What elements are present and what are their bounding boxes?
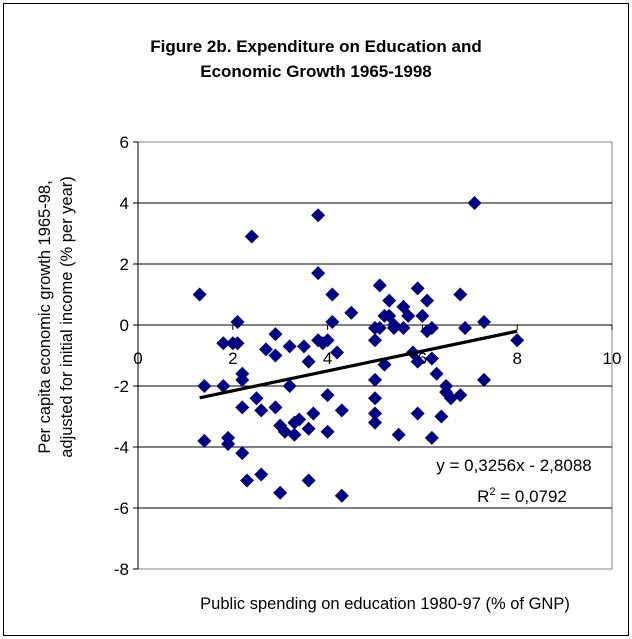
data-points — [192, 196, 525, 503]
data-point — [415, 308, 430, 323]
data-point — [301, 354, 316, 369]
data-point — [244, 229, 259, 244]
y-tick-label: -4 — [114, 438, 129, 457]
data-point — [424, 321, 439, 336]
data-point — [254, 467, 269, 482]
data-point — [221, 436, 236, 451]
trend-r-squared: R2 = 0,0792 — [477, 486, 567, 506]
y-tick-label: 4 — [120, 194, 129, 213]
data-point — [453, 287, 468, 302]
data-point — [287, 427, 302, 442]
data-point — [410, 281, 425, 296]
data-point — [368, 333, 382, 348]
data-point — [240, 473, 255, 488]
data-point — [467, 196, 482, 210]
data-point — [282, 379, 297, 393]
y-tick-label: 6 — [120, 133, 129, 152]
data-point — [429, 366, 444, 381]
data-point — [424, 351, 439, 366]
chart-title-line-1: Figure 2b. Expenditure on Education and — [150, 37, 482, 56]
x-tick-label: 0 — [133, 349, 142, 368]
data-point — [311, 266, 326, 281]
data-point — [382, 293, 397, 308]
data-point — [197, 433, 212, 448]
data-point — [372, 321, 387, 336]
y-tick-label: -2 — [114, 377, 129, 396]
data-point — [292, 412, 307, 427]
data-point — [420, 293, 435, 308]
x-tick-label: 2 — [228, 349, 237, 368]
data-point — [268, 400, 283, 415]
y-tick-label: 0 — [120, 316, 129, 335]
data-point — [368, 415, 382, 430]
y-tick-label: -8 — [114, 560, 129, 579]
data-point — [368, 372, 382, 387]
data-point — [325, 287, 340, 302]
data-point — [258, 342, 273, 357]
data-point — [334, 403, 349, 418]
data-point — [458, 321, 473, 336]
data-point — [254, 403, 269, 418]
data-point — [410, 354, 425, 369]
data-point — [249, 391, 264, 406]
data-point — [334, 488, 349, 503]
y-tick-labels: 6 4 2 0 -2 -4 -6 -8 — [114, 133, 129, 579]
data-point — [268, 327, 283, 342]
data-point — [386, 321, 401, 336]
data-point — [216, 336, 231, 351]
data-point — [235, 400, 250, 415]
x-tick-label: 6 — [418, 349, 427, 368]
data-point — [301, 421, 316, 436]
x-tick-label: 4 — [323, 349, 332, 368]
data-point — [282, 339, 297, 354]
data-point — [306, 406, 321, 421]
data-point — [311, 208, 326, 223]
data-point — [410, 406, 425, 421]
x-tick-label: 10 — [603, 349, 622, 368]
data-point — [268, 348, 283, 363]
trend-equation: y = 0,3256x - 2,8088 — [436, 456, 591, 475]
data-point — [273, 485, 288, 500]
data-point — [301, 473, 316, 488]
data-point — [368, 391, 382, 406]
data-point — [230, 314, 245, 329]
data-point — [372, 278, 387, 293]
data-point — [325, 314, 340, 329]
data-point — [320, 424, 335, 439]
y-tick-label: 2 — [120, 255, 129, 274]
data-point — [434, 409, 449, 424]
data-point — [510, 333, 525, 348]
data-point — [477, 372, 492, 387]
data-point — [230, 336, 245, 351]
data-point — [235, 372, 250, 387]
data-point — [401, 308, 416, 323]
data-point — [424, 430, 439, 445]
chart-title: Figure 2b. Expenditure on Education and … — [0, 34, 632, 84]
data-point — [453, 388, 468, 403]
data-point — [192, 287, 207, 302]
data-point — [391, 427, 406, 442]
x-axis-label: Public spending on education 1980-97 (% … — [200, 595, 570, 613]
chart-title-line-2: Economic Growth 1965-1998 — [200, 62, 432, 81]
data-point — [320, 388, 335, 403]
plot-area — [137, 141, 613, 570]
x-tick-labels: 0 2 4 6 8 10 — [133, 349, 621, 368]
data-point — [477, 314, 492, 329]
data-point — [320, 333, 335, 348]
data-point — [368, 406, 382, 421]
data-point — [330, 345, 345, 360]
data-point — [296, 339, 311, 354]
trend-line — [199, 329, 518, 400]
data-point — [197, 379, 212, 393]
data-point — [396, 321, 411, 336]
data-point — [344, 305, 359, 320]
data-point — [216, 379, 231, 393]
data-point — [235, 446, 250, 461]
x-tick-label: 8 — [512, 349, 521, 368]
y-tick-label: -6 — [114, 499, 129, 518]
